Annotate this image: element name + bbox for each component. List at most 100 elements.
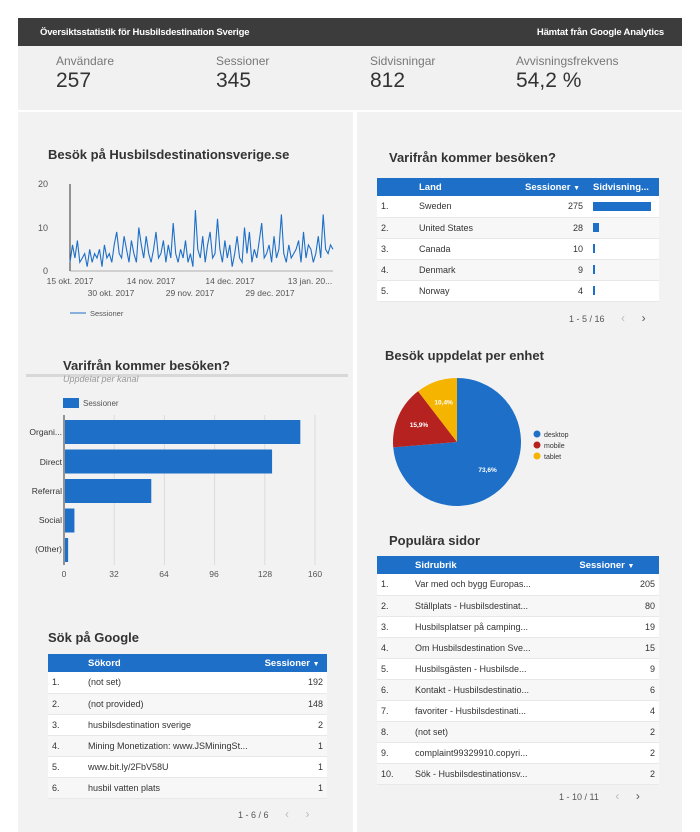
pageviews-bar bbox=[593, 201, 651, 211]
column-header-pageviews[interactable]: Sidvisning... bbox=[587, 178, 659, 196]
column-header-sessions[interactable]: Sessioner ▼ bbox=[575, 556, 659, 574]
column-header-sessions[interactable]: Sessioner ▼ bbox=[260, 654, 327, 672]
table-row: 4. Denmark 9 bbox=[377, 259, 659, 281]
pagination: 1 - 10 / 11 ‹ › bbox=[559, 789, 640, 803]
x-tick-label: 128 bbox=[258, 569, 272, 579]
right-panel: Varifrån kommer besöken? Land Sessioner … bbox=[357, 112, 682, 832]
report-title: Översiktsstatistik för Husbilsdestinatio… bbox=[40, 26, 250, 38]
google-keywords-table: Sökord Sessioner ▼ 1. (not set) 192 2. (not… bbox=[48, 654, 327, 799]
table-row: 5. www.bit.ly/2FbV58U 1 bbox=[48, 756, 327, 778]
pie-slice-label: 15,9% bbox=[410, 422, 429, 429]
table-row: 8. (not set) 2 bbox=[377, 721, 659, 743]
chevron-right-icon[interactable]: › bbox=[635, 789, 640, 803]
device-chart-title: Besök uppdelat per enhet bbox=[385, 348, 544, 363]
kpi-sessions: Sessioner 345 bbox=[216, 54, 269, 93]
x-tick-label: 32 bbox=[109, 569, 119, 579]
legend-label: Sessioner bbox=[90, 309, 124, 318]
chevron-left-icon[interactable]: ‹ bbox=[285, 807, 290, 821]
pie-slice-desktop bbox=[393, 378, 521, 506]
category-label: Social bbox=[39, 515, 62, 525]
countries-table: Land Sessioner ▼ Sidvisning... 1. Sweden 2… bbox=[377, 178, 659, 302]
category-label: Direct bbox=[40, 457, 63, 467]
table-row: 9. complaint99329910.copyri... 2 bbox=[377, 742, 659, 764]
countries-table-title: Varifrån kommer besöken? bbox=[389, 150, 556, 165]
legend-label: desktop bbox=[544, 432, 569, 439]
table-row: 6. husbil vatten plats 1 bbox=[48, 777, 327, 799]
kpi-label: Avvisningsfrekvens bbox=[516, 54, 619, 68]
pie-slice-mobile bbox=[393, 391, 457, 448]
pie-slice-label: 73,6% bbox=[478, 467, 497, 474]
left-panel: Besök på Husbilsdestinationsverige.se 20… bbox=[18, 112, 353, 832]
category-label: Organi... bbox=[29, 427, 62, 437]
legend-swatch-mobile bbox=[533, 441, 541, 449]
channels-chart-title: Varifrån kommer besöken? bbox=[63, 358, 230, 373]
bar-other bbox=[65, 538, 69, 562]
legend-label: tablet bbox=[544, 454, 561, 461]
table-row: 3. Canada 10 bbox=[377, 238, 659, 260]
chevron-left-icon[interactable]: ‹ bbox=[621, 311, 626, 325]
channels-bar-chart: Organi... Direct Referral Social (Other)… bbox=[29, 415, 322, 579]
kpi-value: 54,2 % bbox=[516, 69, 582, 92]
table-row: 6. Kontakt - Husbilsdestinatio... 6 bbox=[377, 679, 659, 701]
page-range-label: 1 - 6 / 6 bbox=[238, 810, 269, 820]
table-row: 1. (not set) 192 bbox=[48, 672, 327, 694]
kpi-bar: Användare 257 Sessioner 345 Sidvisningar… bbox=[18, 46, 682, 110]
column-header-country[interactable]: Land bbox=[415, 178, 521, 196]
table-row: 2. United States 28 bbox=[377, 217, 659, 239]
x-tick-label: 29 nov. 2017 bbox=[166, 288, 215, 298]
column-header-sessions[interactable]: Sessioner ▼ bbox=[521, 178, 587, 196]
pie-slice-label: 10,4% bbox=[434, 400, 453, 407]
legend-swatch-desktop bbox=[533, 430, 541, 438]
category-label: Referral bbox=[32, 486, 62, 496]
column-header-keyword[interactable]: Sökord bbox=[84, 654, 261, 672]
table-row: 10. Sök - Husbilsdestinationsv... 2 bbox=[377, 763, 659, 785]
table-row: 5. Norway 4 bbox=[377, 280, 659, 302]
sessions-line bbox=[69, 210, 334, 267]
chevron-right-icon[interactable]: › bbox=[641, 311, 646, 325]
pageviews-bar bbox=[593, 244, 596, 253]
kpi-value: 345 bbox=[216, 69, 252, 92]
legend-swatch bbox=[63, 398, 79, 408]
kpi-bounce-rate: Avvisningsfrekvens 54,2 % bbox=[516, 54, 619, 93]
kpi-pageviews: Sidvisningar 812 bbox=[370, 54, 435, 93]
y-tick-label: 20 bbox=[38, 179, 48, 189]
sort-down-icon: ▼ bbox=[627, 562, 635, 570]
table-row: 4. Mining Monetization: www.JSMiningSt...… bbox=[48, 735, 327, 757]
device-pie-chart: 73,6% 15,9% 10,4% desktop mobile tablet bbox=[393, 378, 569, 506]
divider bbox=[26, 374, 348, 377]
x-tick-label: 14 dec. 2017 bbox=[205, 276, 254, 286]
table-row: 2. Ställplats - Husbilsdestinat... 80 bbox=[377, 595, 659, 617]
kpi-label: Sessioner bbox=[216, 54, 270, 68]
pie-slice-tablet bbox=[418, 378, 457, 442]
x-tick-label: 14 nov. 2017 bbox=[127, 276, 176, 286]
kpi-label: Sidvisningar bbox=[370, 54, 436, 68]
table-row: 4. Om Husbilsdestination Sve... 15 bbox=[377, 637, 659, 659]
chevron-left-icon[interactable]: ‹ bbox=[615, 789, 620, 803]
pagination: 1 - 5 / 16 ‹ › bbox=[569, 311, 646, 325]
column-header-page[interactable]: Sidrubrik bbox=[411, 556, 576, 574]
sort-down-icon: ▼ bbox=[312, 660, 320, 668]
kpi-value: 812 bbox=[370, 69, 406, 92]
chevron-right-icon[interactable]: › bbox=[305, 807, 310, 821]
table-row: 1. Sweden 275 bbox=[377, 196, 659, 218]
bar-organi bbox=[65, 420, 301, 444]
kpi-label: Användare bbox=[56, 54, 115, 68]
visits-chart-title: Besök på Husbilsdestinationsverige.se bbox=[48, 147, 290, 162]
table-row: 7. favoriter - Husbilsdestinati... 4 bbox=[377, 700, 659, 722]
popular-pages-table: Sidrubrik Sessioner ▼ 1. Var med och bygg… bbox=[377, 556, 659, 785]
x-tick-label: 30 okt. 2017 bbox=[88, 288, 135, 298]
table-row: 2. (not provided) 148 bbox=[48, 693, 327, 715]
x-tick-label: 29 dec. 2017 bbox=[245, 288, 294, 298]
pageviews-bar bbox=[593, 286, 595, 295]
bar-social bbox=[65, 508, 75, 533]
table-row: 1. Var med och bygg Europas... 205 bbox=[377, 574, 659, 596]
pageviews-bar bbox=[593, 265, 595, 274]
pageviews-bar bbox=[593, 223, 599, 232]
bar-referral bbox=[65, 479, 152, 503]
legend-label: Sessioner bbox=[83, 399, 119, 408]
bar-direct bbox=[65, 449, 273, 474]
report-header: Översiktsstatistik för Husbilsdestinatio… bbox=[18, 18, 682, 46]
sort-down-icon: ▼ bbox=[573, 184, 580, 192]
legend-label: mobile bbox=[544, 443, 565, 450]
x-tick-label: 13 jan. 20... bbox=[288, 276, 332, 286]
